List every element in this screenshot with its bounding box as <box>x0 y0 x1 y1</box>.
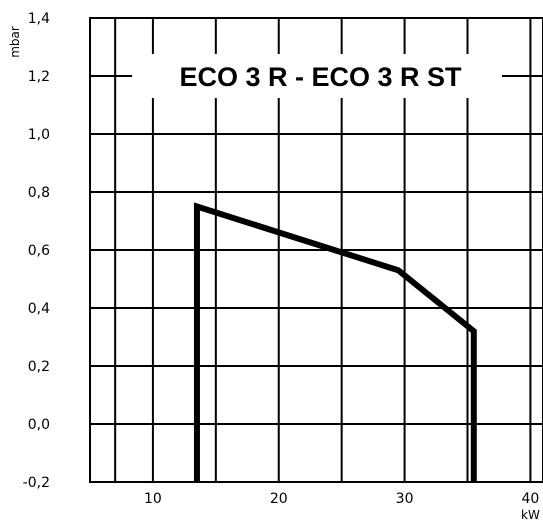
title-background <box>132 54 502 98</box>
x-axis-ticks: 10 20 30 40 <box>144 491 539 507</box>
y-tick-label: 0,8 <box>28 185 50 201</box>
x-tick-label: 40 <box>522 491 540 507</box>
y-tick-label: 0,4 <box>28 301 50 317</box>
y-tick-label: 1,0 <box>28 127 50 143</box>
series-layer <box>193 202 477 483</box>
chart-title: ECO 3 R - ECO 3 R ST <box>179 62 462 92</box>
y-tick-label: 0,0 <box>28 417 50 433</box>
x-tick-label: 30 <box>396 491 414 507</box>
y-tick-label: 1,2 <box>28 69 50 85</box>
x-axis-label: kW <box>521 508 540 522</box>
y-tick-label: 0,6 <box>28 243 50 259</box>
y-tick-label: 1,4 <box>28 11 50 27</box>
y-tick-label: -0,2 <box>23 475 50 491</box>
y-tick-label: 0,2 <box>28 359 50 375</box>
x-tick-label: 20 <box>270 491 288 507</box>
y-axis-label: mbar <box>8 26 22 58</box>
series-line <box>193 202 477 482</box>
x-tick-label: 10 <box>144 491 162 507</box>
plot-frame <box>89 17 543 483</box>
y-axis-ticks: 1,4 1,2 1,0 0,8 0,6 0,4 0,2 0,0 -0,2 <box>23 11 50 491</box>
